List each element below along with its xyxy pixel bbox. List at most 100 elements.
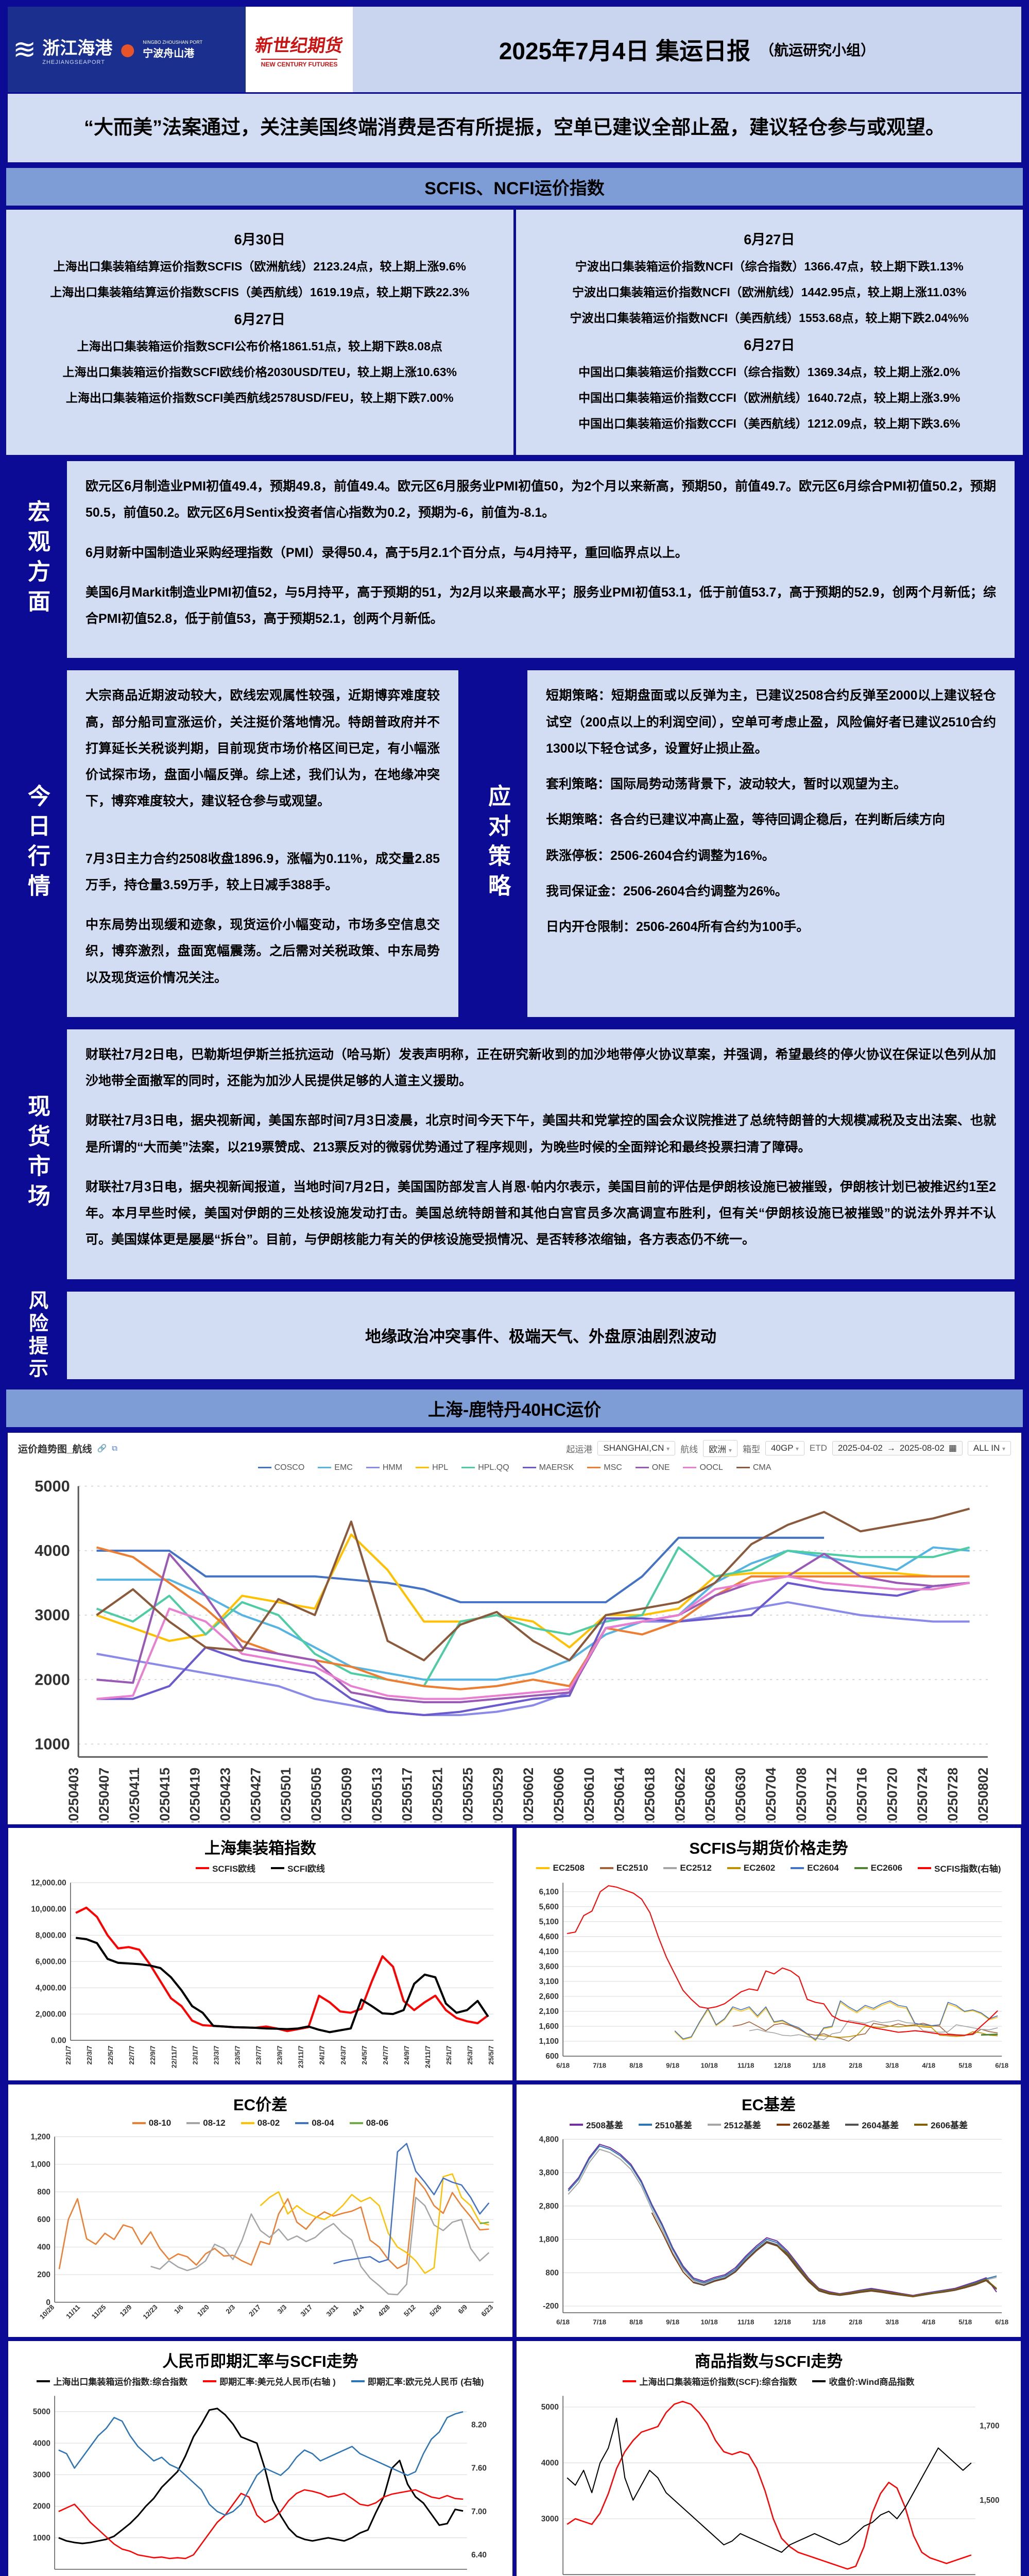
legend-item: 即期汇率:美元兑人民币(右轴 ) — [203, 2375, 336, 2387]
etd-date-range[interactable]: 2025-04-02 → 2025-08-02 ▦ — [832, 1441, 963, 1455]
port-filter-select[interactable]: SHANGHAI,CN ▾ — [597, 1441, 676, 1455]
chart-cell-wind_scfi: 商品指数与SCFI走势 上海出口集装箱运价指数(SCF):综合指数 收盘价:Wind… — [514, 2339, 1023, 2576]
legend-item: 2606基差 — [914, 2118, 968, 2131]
svg-text:1,700: 1,700 — [980, 2422, 999, 2431]
svg-text:20250602: 20250602 — [521, 1767, 536, 1822]
chevron-down-icon: ▾ — [666, 1445, 670, 1452]
chart-cell-scfis_fut: SCFIS与期货价格走势 EC2508 EC2510 EC2512 EC2602 EC26… — [514, 1826, 1023, 2083]
today-strategy-row: 今日行情 大宗商品近期波动较大，欧线宏观属性较强，近期博弈难度较高，部分船司宣涨… — [6, 664, 1023, 1023]
svg-text:400: 400 — [37, 2243, 50, 2252]
boxtype-filter-select[interactable]: 40GP ▾ — [765, 1441, 804, 1455]
svg-text:20250622: 20250622 — [672, 1767, 688, 1822]
legend-item: 08-12 — [186, 2118, 226, 2128]
svg-text:25/1/7: 25/1/7 — [445, 2046, 453, 2065]
svg-text:12/23: 12/23 — [142, 2303, 159, 2321]
svg-text:20250407: 20250407 — [96, 1767, 112, 1822]
svg-text:6/18: 6/18 — [556, 2062, 570, 2070]
svg-text:4/18: 4/18 — [922, 2318, 935, 2326]
route-filter-select[interactable]: 欧洲 ▾ — [703, 1439, 738, 1457]
seaport-wave-icon: ≋ — [13, 34, 37, 65]
legend-item: 上海出口集装箱运价指数:综合指数 — [37, 2375, 187, 2387]
svg-text:6/23: 6/23 — [479, 2303, 494, 2318]
svg-text:5000: 5000 — [35, 1477, 70, 1495]
svg-text:2,100: 2,100 — [539, 2007, 558, 2016]
index-line: 中国出口集装箱运价指数CCFI（美西航线）1212.09点，较上期下跌3.6% — [578, 417, 961, 430]
svg-text:4,600: 4,600 — [539, 1933, 558, 1941]
section-bar-indices: SCFIS、NCFI运价指数 — [6, 164, 1023, 210]
index-line: 上海出口集装箱结算运价指数SCFIS（美西航线）1619.19点，较上期下跌22… — [50, 285, 470, 299]
chart-legend: 2508基差 2510基差 2512基差 2602基差 2604基差 2606基差 — [521, 2118, 1017, 2131]
svg-text:20250724: 20250724 — [915, 1767, 930, 1822]
legend-swatch — [638, 2123, 652, 2126]
svg-text:1000: 1000 — [33, 2534, 50, 2543]
legend-swatch — [854, 1867, 868, 1869]
svg-text:10/18: 10/18 — [700, 2062, 717, 2070]
legend-swatch — [271, 1867, 285, 1869]
legend-item: 上海出口集装箱运价指数(SCF):综合指数 — [623, 2375, 797, 2387]
new-century-futures-logo: 新世纪期货 NEW CENTURY FUTURES — [246, 7, 353, 92]
legend-item: 即期汇率:欧元兑人民币 (右轴) — [351, 2375, 484, 2387]
carrier-legend: COSCO EMC HMM HPL HPL.QQ MAERSK MSC ONE OOCL CMA — [15, 1459, 1014, 1473]
svg-text:200: 200 — [37, 2270, 50, 2279]
svg-text:11/25: 11/25 — [90, 2303, 108, 2320]
futures-logo-en: NEW CENTURY FUTURES — [261, 58, 338, 68]
svg-text:3/18: 3/18 — [885, 2062, 899, 2070]
etd-to[interactable]: 2025-08-02 — [899, 1443, 945, 1453]
etd-from[interactable]: 2025-04-02 — [837, 1443, 883, 1453]
svg-text:5000: 5000 — [541, 2403, 559, 2412]
svg-text:800: 800 — [545, 2269, 559, 2278]
allin-select[interactable]: ALL IN ▾ — [967, 1441, 1011, 1455]
svg-text:20250716: 20250716 — [854, 1767, 869, 1822]
legend-item: HPL — [416, 1463, 448, 1472]
svg-text:20250525: 20250525 — [460, 1767, 475, 1822]
legend-item: COSCO — [258, 1463, 304, 1472]
chart-legend: SCFIS欧线 SCFI欧线 — [12, 1861, 508, 1874]
svg-text:-200: -200 — [543, 2302, 559, 2311]
svg-text:5,100: 5,100 — [539, 1918, 558, 1926]
legend-swatch — [914, 2123, 928, 2126]
chart-title: SCFIS与期货价格走势 — [689, 1839, 848, 1858]
legend-item: SCFI欧线 — [271, 1861, 325, 1874]
svg-text:20250610: 20250610 — [581, 1767, 597, 1822]
svg-text:20250626: 20250626 — [702, 1767, 718, 1822]
svg-text:20250521: 20250521 — [430, 1767, 445, 1822]
legend-item: ONE — [635, 1463, 670, 1472]
svg-text:7/18: 7/18 — [593, 2062, 606, 2070]
svg-text:20250517: 20250517 — [400, 1767, 415, 1822]
svg-text:6/18: 6/18 — [995, 2318, 1008, 2326]
svg-text:1,600: 1,600 — [539, 2022, 558, 2031]
svg-text:5,600: 5,600 — [539, 1903, 558, 1911]
svg-text:2/3: 2/3 — [224, 2303, 236, 2316]
legend-item: MSC — [587, 1463, 622, 1472]
strategy-label-col: 应对策略 — [467, 664, 527, 1023]
svg-text:1,200: 1,200 — [30, 2133, 50, 2142]
futures-logo-cn: 新世纪期货 — [253, 36, 345, 56]
macro-label: 宏观方面 — [24, 500, 49, 620]
chart-title: EC价差 — [233, 2096, 288, 2114]
hero-chart: 1000 2000 3000 4000 5000 20250403 20250407 2025… — [35, 1477, 991, 1822]
chart-cell-scfi: 上海集装箱指数 SCFIS欧线 SCFI欧线 0.00 2,000.00 4,000.00… — [6, 1826, 514, 2083]
svg-text:800: 800 — [37, 2188, 50, 2197]
svg-text:3000: 3000 — [35, 1606, 70, 1624]
svg-text:24/5/7: 24/5/7 — [361, 2046, 368, 2065]
copy-icon[interactable]: ⧉ — [112, 1444, 117, 1453]
chevron-down-icon: ▾ — [795, 1445, 799, 1452]
chart-cell-ec_basis: EC基差 2508基差 2510基差 2512基差 2602基差 2604基差 2606基差… — [514, 2082, 1023, 2340]
svg-text:20250704: 20250704 — [763, 1767, 779, 1822]
index-date: 6月27日 — [234, 312, 285, 327]
svg-text:23/3/7: 23/3/7 — [212, 2046, 220, 2065]
daily-headline-band: “大而美”法案通过，关注美国终端消费是否有所提振，空单已建议全部止盈，建议轻仓参… — [6, 94, 1023, 164]
chart-legend: 上海出口集装箱运价指数:综合指数 即期汇率:美元兑人民币(右轴 ) 即期汇率:欧元兑… — [12, 2375, 508, 2387]
chart-title: 上海集装箱指数 — [204, 1839, 316, 1858]
legend-item: 2510基差 — [638, 2118, 692, 2131]
macro-content: 欧元区6月制造业PMI初值49.4，预期49.8，前值49.4。欧元区6月服务业… — [67, 461, 1015, 658]
macro-paragraph: 美国6月Markit制造业PMI初值52，与5月持平，高于预期的51，为2月以来… — [85, 585, 996, 626]
svg-text:2024: 2024 — [377, 2575, 392, 2576]
route-filter-label: 航线 — [680, 1444, 698, 1454]
svg-text:20250411: 20250411 — [127, 1767, 142, 1822]
svg-text:22/3/7: 22/3/7 — [85, 2046, 93, 2065]
link-icon[interactable]: 🔗 — [97, 1444, 107, 1453]
wind_scfi-chart: 3000 4000 5000 1,700 1,500 — [541, 2396, 1000, 2575]
legend-swatch — [132, 2122, 146, 2125]
legend-item: MAERSK — [522, 1463, 574, 1472]
